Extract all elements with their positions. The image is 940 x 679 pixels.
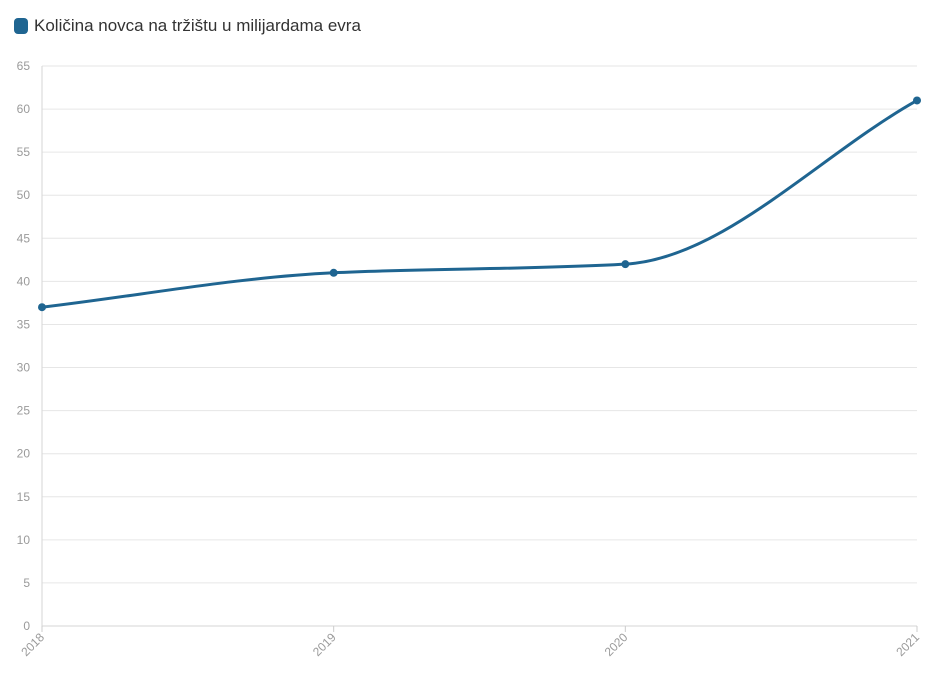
series-line: [40, 98, 919, 309]
x-tick-label: 2019: [310, 630, 339, 659]
data-point: [329, 268, 338, 277]
y-tick-label: 0: [23, 619, 30, 633]
y-tick-label: 55: [17, 145, 31, 159]
y-tick-label: 45: [17, 231, 31, 245]
y-tick-label: 15: [17, 490, 31, 504]
y-tick-label: 40: [17, 274, 31, 288]
y-tick-label: 20: [17, 447, 31, 461]
legend-swatch: [14, 18, 28, 34]
data-point: [38, 303, 46, 312]
y-tick-label: 25: [17, 404, 31, 418]
x-tick-label: 2021: [893, 630, 922, 659]
data-point: [913, 96, 921, 105]
y-tick-label: 30: [17, 361, 31, 375]
y-tick-label: 65: [17, 59, 31, 73]
x-tick-label: 2018: [18, 630, 47, 659]
x-tick-label: 2020: [602, 630, 631, 659]
chart-legend: Količina novca na tržištu u milijardama …: [14, 16, 361, 36]
y-tick-label: 35: [17, 317, 31, 331]
y-tick-label: 5: [23, 576, 30, 590]
y-tick-label: 60: [17, 102, 31, 116]
data-point: [621, 260, 630, 269]
y-tick-label: 10: [17, 533, 31, 547]
legend-label: Količina novca na tržištu u milijardama …: [34, 16, 361, 35]
y-tick-label: 50: [17, 188, 31, 202]
